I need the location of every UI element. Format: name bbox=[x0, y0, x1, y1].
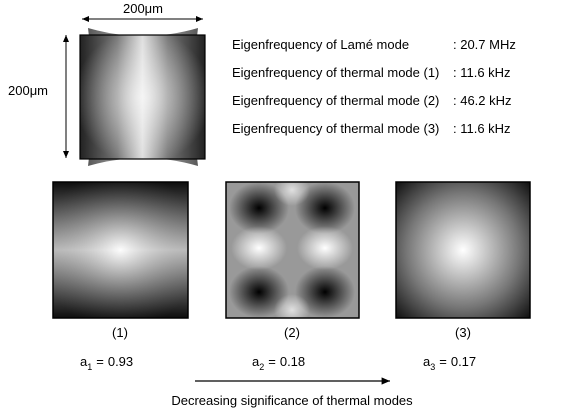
coefficient-symbol: a bbox=[80, 354, 88, 369]
mode-1-image bbox=[52, 181, 189, 319]
coefficient: a1 = 0.93 bbox=[80, 354, 133, 372]
width-label: 200μm bbox=[123, 1, 163, 16]
caption: Decreasing significance of thermal modes bbox=[171, 393, 413, 408]
mode-label: (1) bbox=[112, 325, 128, 340]
coefficient-value: 0.93 bbox=[108, 354, 133, 369]
frequency-label: Eigenfrequency of thermal mode (1) bbox=[232, 65, 439, 80]
eigenfrequency-list: Eigenfrequency of Lamé mode : 20.7 MHz Eig… bbox=[232, 37, 516, 136]
coefficient: a3 = 0.17 bbox=[423, 354, 476, 372]
frequency-label: Eigenfrequency of thermal mode (2) bbox=[232, 93, 439, 108]
height-label: 200μm bbox=[8, 83, 48, 98]
mode-label: (2) bbox=[284, 325, 300, 340]
coefficient-value: 0.18 bbox=[280, 354, 305, 369]
frequency-value: : 11.6 kHz bbox=[453, 121, 511, 136]
coefficient-value: 0.17 bbox=[451, 354, 476, 369]
coefficient-symbol: a bbox=[423, 354, 431, 369]
coefficient-operator: = bbox=[439, 354, 447, 369]
coefficient-index: 1 bbox=[87, 362, 92, 372]
mode-labels: (1)a1 = 0.93(2)a2 = 0.18(3)a3 = 0.17 bbox=[80, 325, 476, 372]
coefficient: a2 = 0.18 bbox=[252, 354, 305, 372]
coefficient-operator: = bbox=[268, 354, 276, 369]
mode-3-image bbox=[395, 181, 531, 319]
frequency-value: : 20.7 MHz bbox=[453, 37, 516, 52]
coefficient-symbol: a bbox=[252, 354, 260, 369]
coefficient-index: 2 bbox=[259, 362, 264, 372]
mode-label: (3) bbox=[455, 325, 471, 340]
frequency-label: Eigenfrequency of Lamé mode bbox=[232, 37, 409, 52]
lame-mode bbox=[79, 28, 206, 166]
mode-2-image bbox=[225, 174, 360, 326]
coefficient-index: 3 bbox=[430, 362, 435, 372]
frequency-value: : 46.2 kHz bbox=[453, 93, 512, 108]
frequency-value: : 11.6 kHz bbox=[453, 65, 511, 80]
coefficient-operator: = bbox=[96, 354, 104, 369]
frequency-label: Eigenfrequency of thermal mode (3) bbox=[232, 121, 439, 136]
